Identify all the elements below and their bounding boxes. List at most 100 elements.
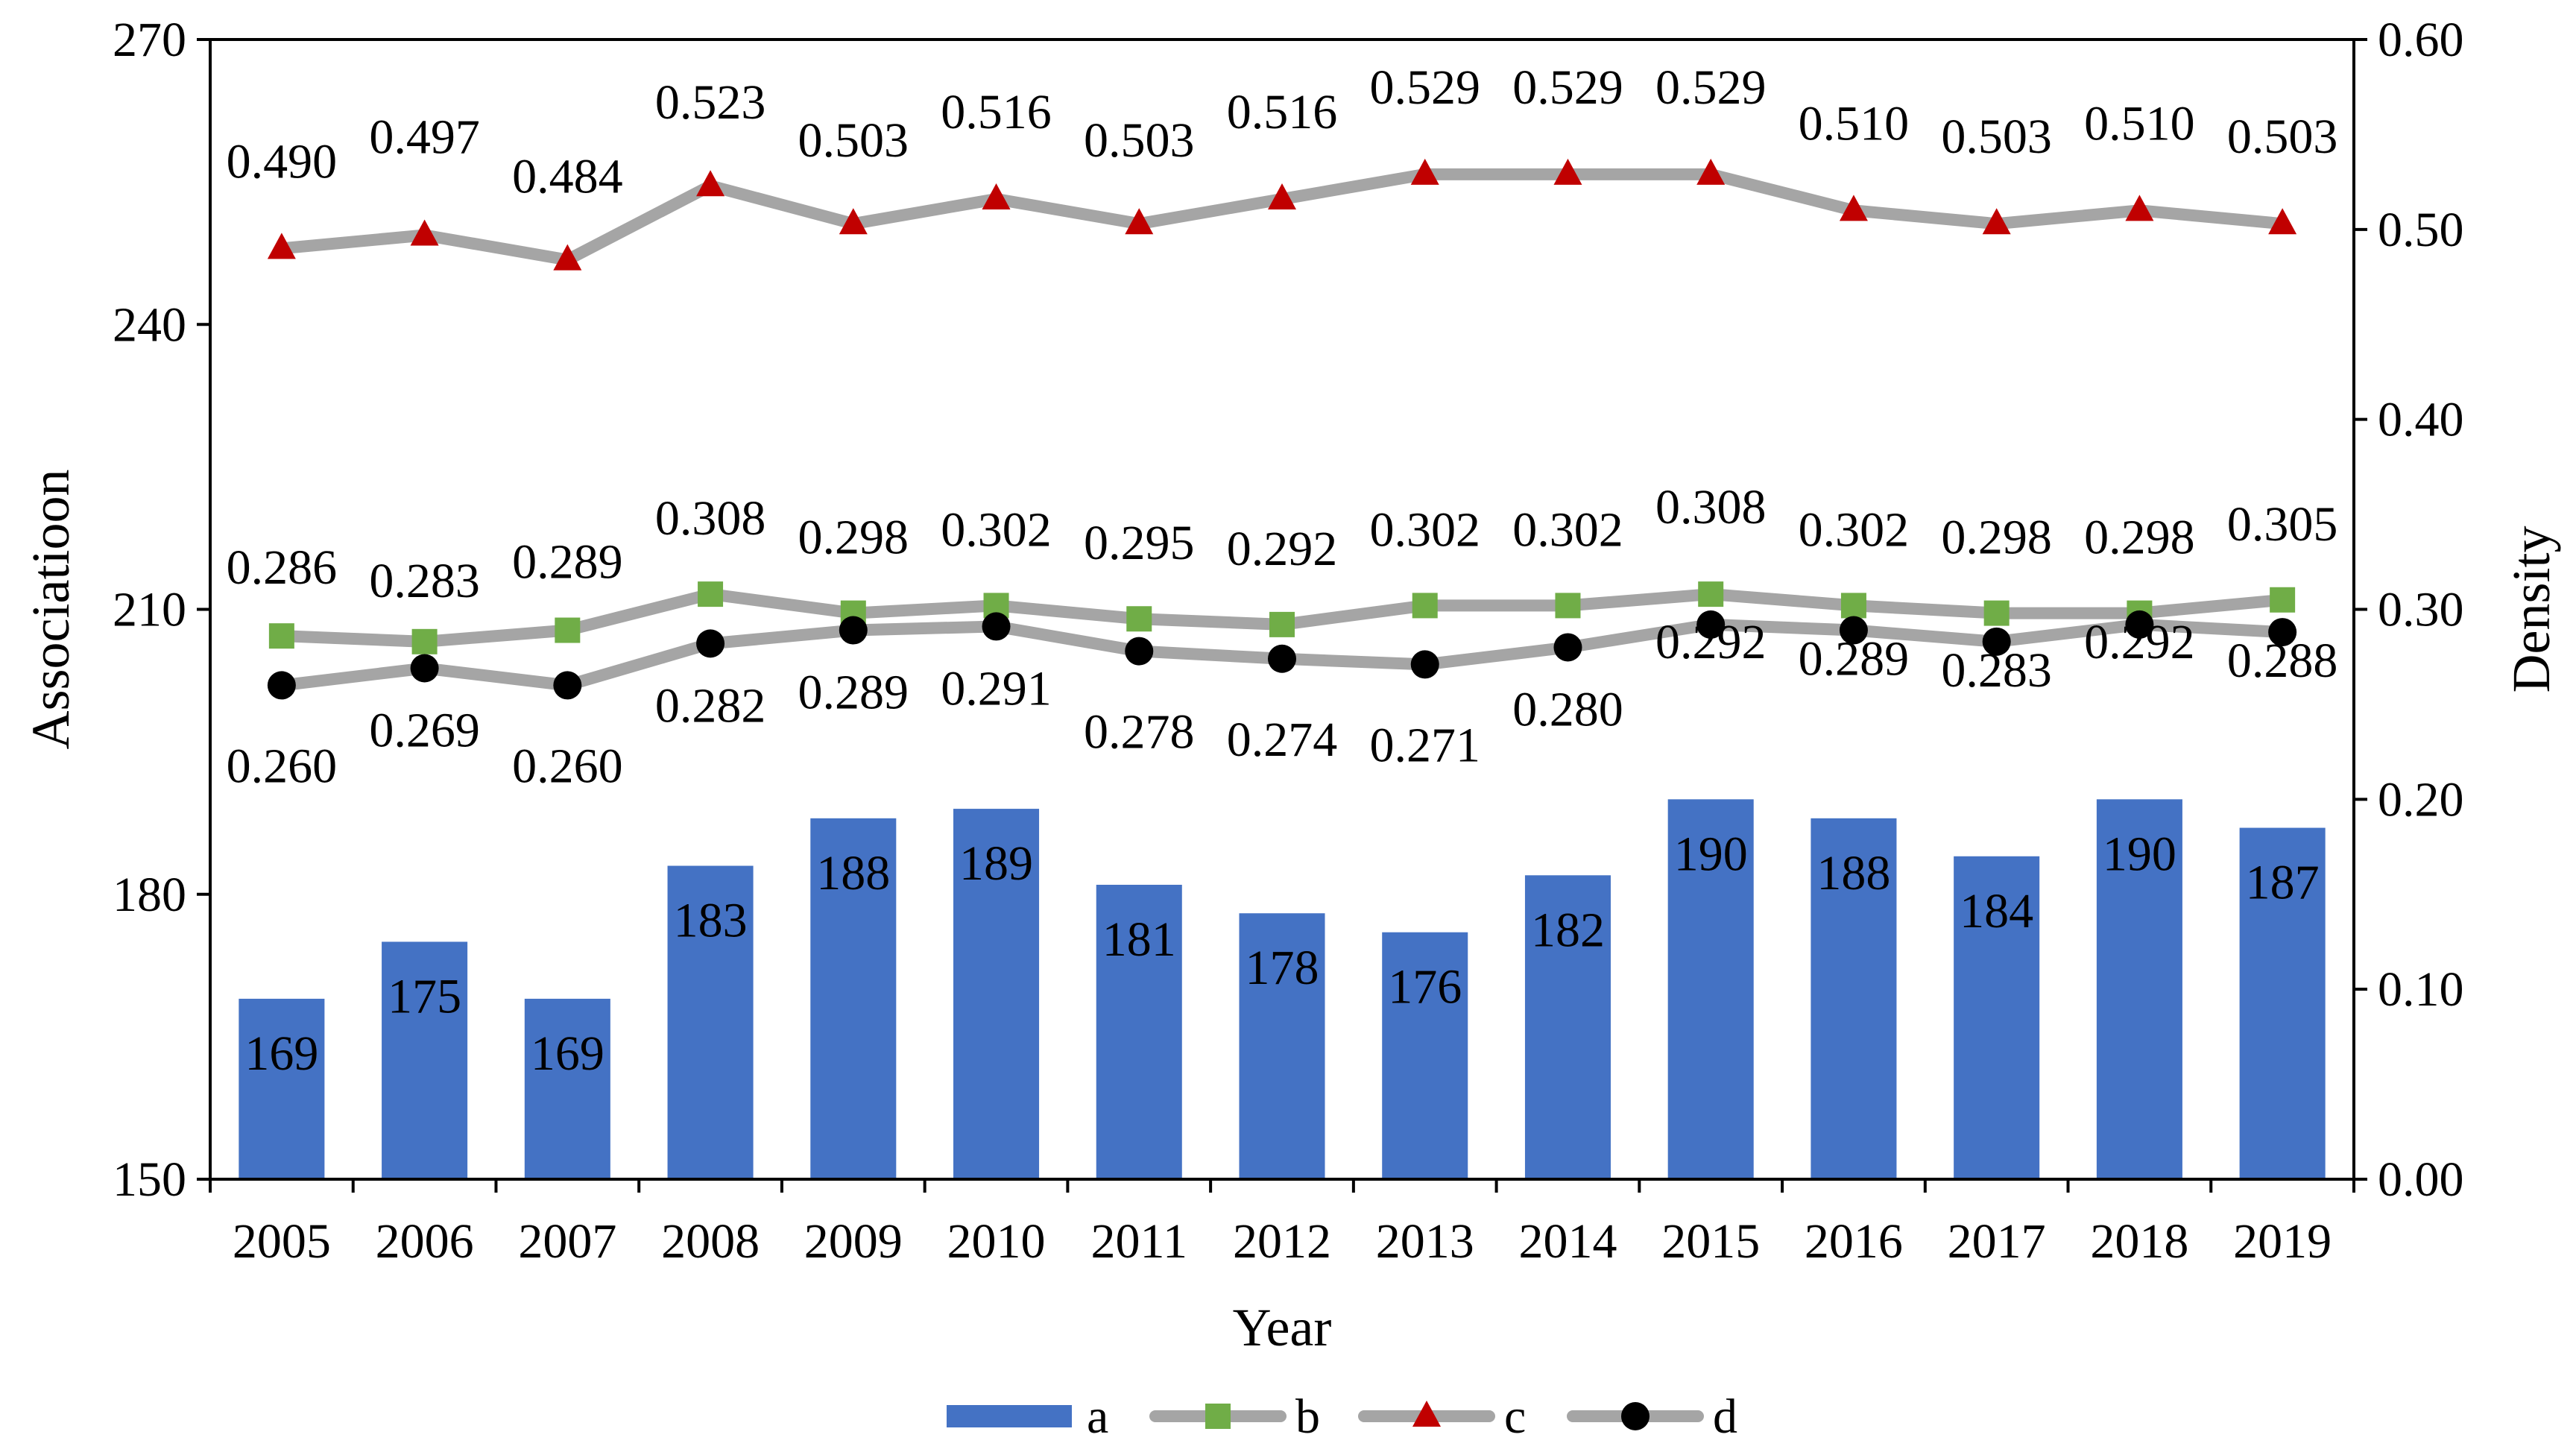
- series-c-marker-2007: [553, 244, 582, 271]
- series-d-marker-2017: [1982, 627, 2011, 656]
- right-tick-label-0.20: 0.20: [2378, 772, 2464, 827]
- series-c-label-2011: 0.503: [1084, 113, 1195, 168]
- x-tick-label-2016: 2016: [1805, 1214, 1903, 1269]
- series-d-label-2010: 0.291: [941, 661, 1052, 716]
- left-tick-label-210: 210: [113, 583, 186, 637]
- x-axis-title: Year: [1233, 1298, 1332, 1357]
- bar-2009: [810, 818, 897, 1179]
- series-c-marker-2010: [982, 183, 1011, 210]
- right-tick-label-0.30: 0.30: [2378, 583, 2464, 637]
- x-tick-label-2017: 2017: [1948, 1214, 2046, 1269]
- series-b-marker-2006: [411, 628, 438, 654]
- bar-label-2013: 176: [1388, 960, 1462, 1014]
- series-d-label-2005: 0.260: [227, 739, 338, 793]
- bar-label-2019: 187: [2246, 856, 2320, 910]
- right-tick-label-0.10: 0.10: [2378, 962, 2464, 1017]
- series-c-label-2009: 0.503: [798, 113, 909, 168]
- bar-2017: [1954, 856, 2040, 1179]
- bar-label-2018: 190: [2103, 827, 2176, 881]
- data-labels-layer: 169 175 169 183 188 189 181 178 176 182 190 188 184 1…: [227, 60, 2338, 1081]
- series-b-marker-2017: [1983, 600, 2010, 626]
- series-c-marker-2009: [839, 208, 868, 235]
- left-tick-label-270: 270: [113, 13, 186, 67]
- series-b-label-2013: 0.302: [1369, 502, 1480, 557]
- legend-item-b: b: [1149, 1389, 1320, 1444]
- legend-swatch-a: [947, 1405, 1072, 1427]
- series-c-marker-2017: [1982, 208, 2011, 235]
- series-b-marker-2007: [555, 617, 581, 643]
- bar-label-2012: 178: [1246, 941, 1319, 995]
- bar-label-2008: 183: [674, 894, 748, 948]
- legend-label-c: c: [1504, 1389, 1526, 1444]
- bar-2014: [1524, 875, 1611, 1179]
- series-d-label-2016: 0.289: [1799, 632, 1910, 687]
- y-axis-left-title: Associatioon: [21, 470, 80, 750]
- series-b-label-2009: 0.298: [798, 511, 909, 565]
- series-c-marker-2015: [1696, 158, 1726, 185]
- series-d-marker-2007: [553, 671, 582, 700]
- series-c-label-2013: 0.529: [1369, 60, 1480, 115]
- series-c-label-2015: 0.529: [1655, 60, 1767, 115]
- bar-label-2006: 175: [388, 969, 461, 1023]
- right-tick-label-0.40: 0.40: [2378, 393, 2464, 447]
- bar-2007: [524, 998, 610, 1179]
- series-d-label-2009: 0.289: [798, 666, 909, 720]
- bar-label-2014: 182: [1531, 903, 1605, 957]
- x-tick-label-2005: 2005: [233, 1214, 331, 1269]
- series-b-marker-2011: [1126, 606, 1152, 632]
- series-b-marker-2005: [268, 623, 294, 649]
- bar-2015: [1667, 799, 1754, 1179]
- series-b-label-2008: 0.308: [655, 491, 766, 546]
- series-c-marker-2019: [2268, 208, 2297, 235]
- right-tick-label-0.00: 0.00: [2378, 1152, 2464, 1207]
- series-c-label-2019: 0.503: [2227, 110, 2338, 164]
- series-d-marker-2005: [267, 671, 296, 700]
- series-d-label-2006: 0.269: [369, 703, 480, 757]
- x-tick-label-2006: 2006: [376, 1214, 474, 1269]
- series-c-label-2014: 0.529: [1512, 60, 1623, 115]
- series-c-marker-2005: [267, 233, 296, 259]
- x-tick-label-2010: 2010: [947, 1214, 1046, 1269]
- series-b-marker-2016: [1840, 593, 1866, 619]
- bar-2011: [1096, 885, 1182, 1179]
- series-d-marker-2019: [2268, 618, 2297, 647]
- series-d-marker-2014: [1553, 633, 1582, 662]
- axes-layer: 150 180 210 240 270 0.00 0.10 0.20 0.30 0.40 0.50 0…: [21, 13, 2561, 1357]
- series-b-label-2012: 0.292: [1227, 522, 1338, 576]
- series-d-label-2017: 0.283: [1941, 643, 2052, 698]
- series-b-label-2007: 0.289: [512, 535, 623, 590]
- series-b-label-2015: 0.308: [1655, 480, 1767, 534]
- left-tick-label-240: 240: [113, 297, 186, 352]
- series-b-label-2005: 0.286: [227, 540, 338, 595]
- legend-item-d: d: [1567, 1389, 1737, 1444]
- series-d-label-2014: 0.280: [1512, 682, 1623, 736]
- series-d-label-2011: 0.278: [1084, 705, 1195, 760]
- series-c-label-2007: 0.484: [512, 150, 623, 204]
- legend-item-a: a: [947, 1389, 1108, 1444]
- x-tick-label-2019: 2019: [2233, 1214, 2332, 1269]
- series-d-label-2019: 0.288: [2227, 634, 2338, 688]
- series-b-marker-2008: [698, 581, 724, 607]
- left-tick-label-150: 150: [113, 1152, 186, 1207]
- series-d-label-2013: 0.271: [1369, 718, 1480, 772]
- bar-label-2009: 188: [816, 846, 890, 900]
- bar-2006: [382, 941, 468, 1179]
- series-c-label-2012: 0.516: [1227, 85, 1338, 139]
- x-tick-label-2015: 2015: [1661, 1214, 1760, 1269]
- series-d-marker-2008: [696, 629, 725, 658]
- series-b-label-2006: 0.283: [369, 554, 480, 608]
- bar-2012: [1239, 913, 1325, 1179]
- legend-marker-d: [1621, 1402, 1650, 1430]
- series-d-marker-2011: [1125, 637, 1154, 666]
- series-b-label-2011: 0.295: [1084, 516, 1195, 570]
- series-b-label-2010: 0.302: [941, 502, 1052, 557]
- legend-item-c: c: [1358, 1389, 1526, 1444]
- right-tick-label-0.60: 0.60: [2378, 13, 2464, 67]
- legend: a b c d: [947, 1389, 1737, 1444]
- legend-label-a: a: [1087, 1389, 1108, 1444]
- bar-label-2017: 184: [1960, 884, 2033, 938]
- series-b-marker-2014: [1555, 593, 1581, 619]
- series-c-marker-2008: [696, 170, 725, 197]
- series-b-marker-2012: [1269, 611, 1295, 637]
